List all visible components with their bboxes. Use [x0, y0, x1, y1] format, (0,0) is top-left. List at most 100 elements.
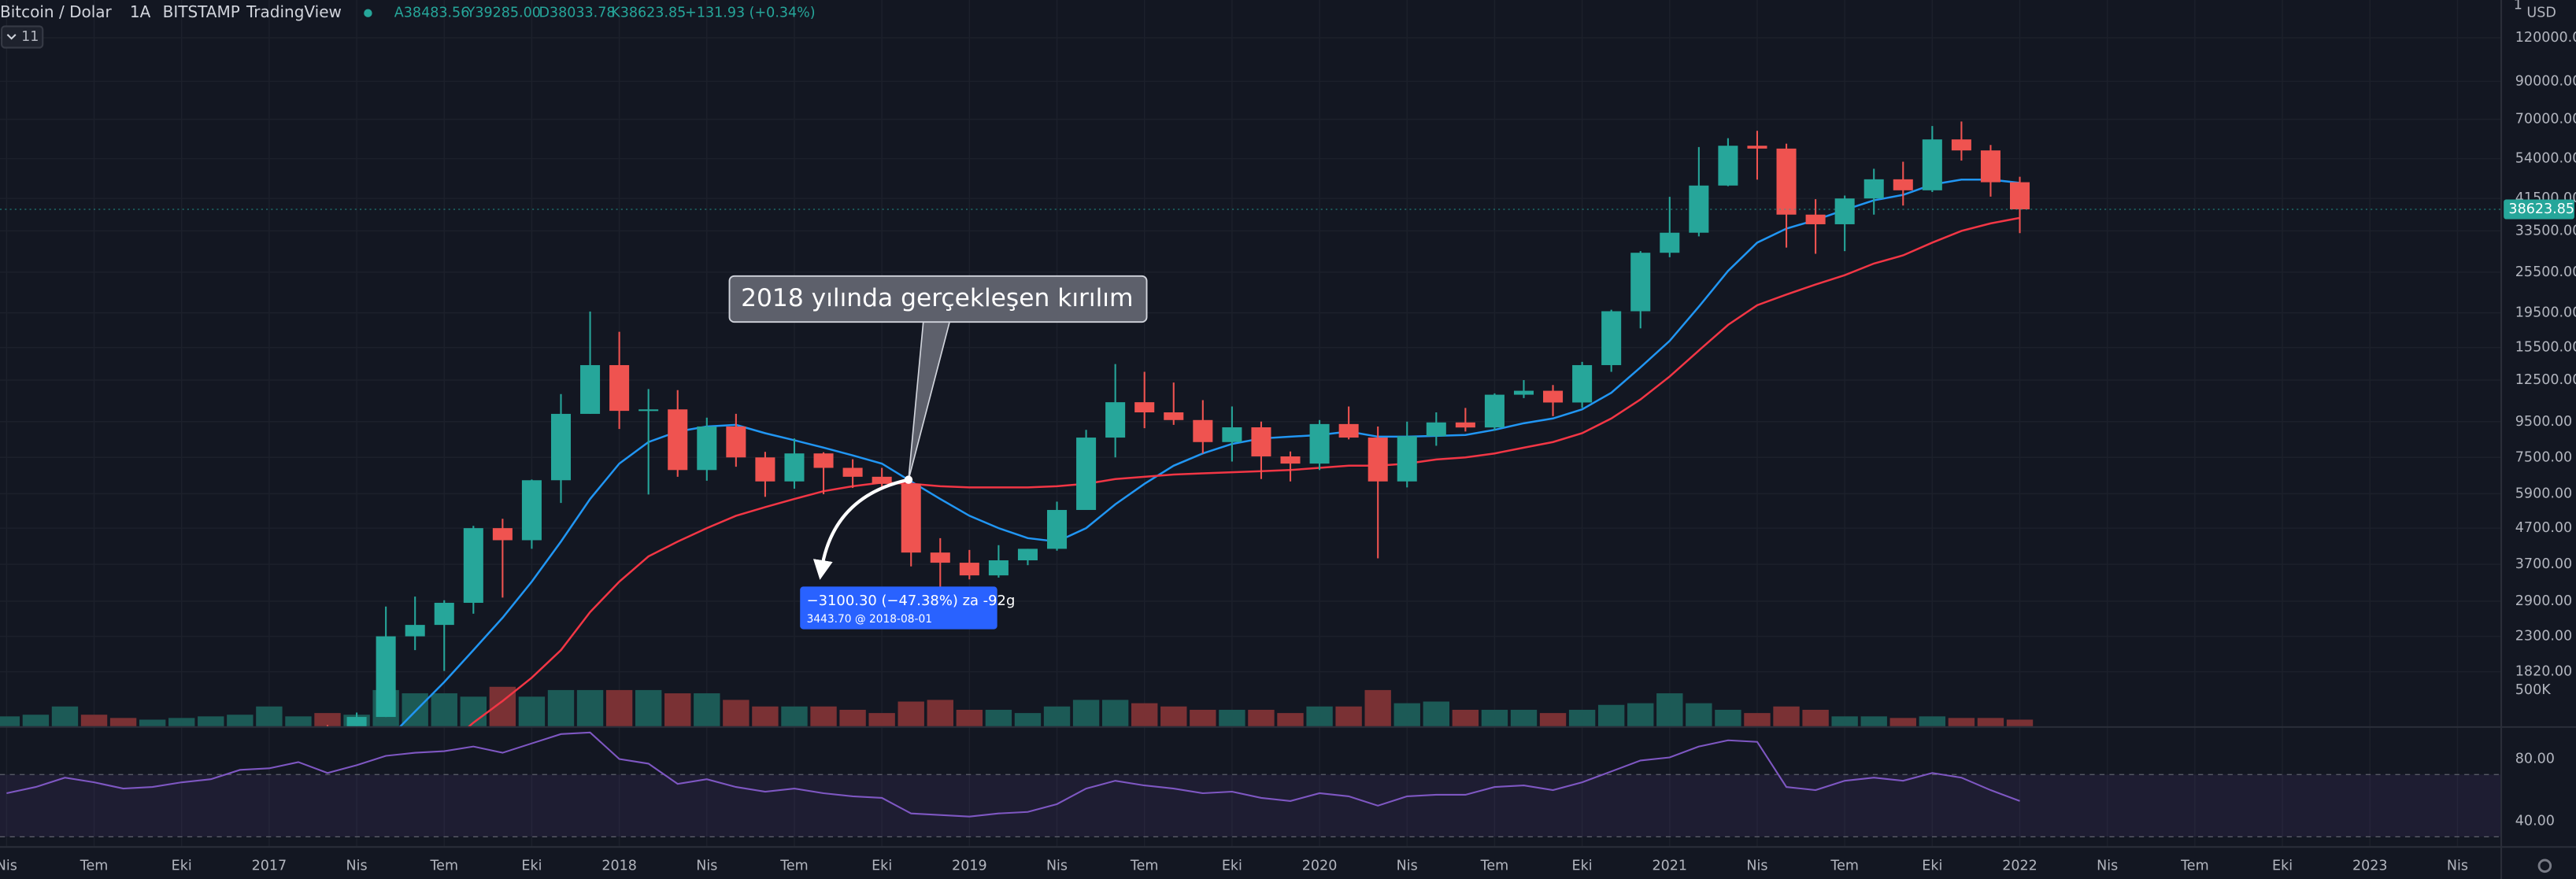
- candle-body: [1660, 232, 1680, 253]
- x-tick-label: Nis: [346, 858, 368, 873]
- candle-body: [842, 467, 863, 477]
- candle-body: [930, 552, 950, 563]
- volume-bar: [1248, 709, 1275, 726]
- x-tick-label: Eki: [872, 858, 892, 873]
- candle-body: [521, 480, 542, 541]
- x-tick-label: 2020: [1302, 858, 1338, 873]
- candle-body: [697, 426, 717, 471]
- x-tick-label: Tem: [429, 858, 458, 873]
- volume-bar: [460, 696, 487, 726]
- y-tick-label: 33500.00: [2515, 223, 2576, 238]
- symbol[interactable]: Bitcoin / Dolar: [0, 2, 113, 21]
- x-tick-label: Tem: [80, 858, 109, 873]
- candle-body: [346, 717, 367, 726]
- volume-bar: [2006, 719, 2034, 726]
- candle-body: [959, 563, 979, 576]
- candle-body: [1718, 146, 1738, 186]
- volume-bar: [1919, 716, 1946, 726]
- candle-body: [1484, 394, 1505, 428]
- scale-mode[interactable]: 1: [2514, 0, 2522, 13]
- volume-tick-label: 500K: [2515, 682, 2551, 698]
- volume-pane: [0, 686, 2034, 726]
- volume-bar: [1568, 709, 1596, 726]
- volume-bar: [1306, 706, 1333, 726]
- volume-bar: [1014, 713, 1042, 726]
- indicator-count: 11: [21, 29, 39, 45]
- volume-bar: [1277, 713, 1304, 726]
- y-tick-label: 70000.00: [2515, 112, 2576, 127]
- x-tick-label: 2021: [1653, 858, 1688, 873]
- candle-body: [638, 409, 659, 412]
- volume-bar: [1948, 718, 1975, 726]
- ohlc-low: D38033.78: [539, 6, 615, 21]
- volume-bar: [576, 689, 604, 726]
- volume-bar: [898, 701, 924, 726]
- candle-body: [1193, 419, 1213, 442]
- rsi-pane: [0, 731, 2501, 838]
- volume-bar: [139, 719, 166, 726]
- currency[interactable]: USD: [2526, 6, 2556, 21]
- candle-body: [1105, 402, 1126, 438]
- x-tick-label: Eki: [2272, 858, 2293, 873]
- candle-body: [580, 364, 601, 414]
- x-tick-label: Nis: [2447, 858, 2468, 873]
- rsi-tick-label: 40.00: [2515, 814, 2555, 829]
- candle-body: [1893, 179, 1913, 190]
- candle-body: [1251, 427, 1271, 456]
- candle-body: [1368, 438, 1388, 482]
- volume-bar: [635, 689, 662, 726]
- x-tick-label: 2017: [252, 858, 287, 873]
- x-tick-label: 2019: [952, 858, 987, 873]
- moving-average: [399, 179, 2020, 726]
- candle-body: [1513, 390, 1534, 395]
- indicator-toggle[interactable]: [1, 25, 44, 49]
- volume-bar: [314, 713, 341, 726]
- y-tick-label: 120000.00: [2515, 30, 2576, 46]
- annotations: 2018 yılında gerçekleşen kırılım −3100.3…: [728, 275, 1148, 630]
- y-tick-label: 3700.00: [2515, 556, 2572, 572]
- x-tick-label: Eki: [1572, 858, 1593, 873]
- candle-body: [1980, 150, 2000, 183]
- last-price-badge: [2504, 199, 2574, 220]
- volume-bar: [1364, 689, 1391, 726]
- volume-bar: [1452, 709, 1479, 726]
- x-tick-label: Tem: [2180, 858, 2209, 873]
- x-tick-label: Eki: [1222, 858, 1242, 873]
- moving-average: [468, 216, 2020, 726]
- settings-icon[interactable]: [2537, 859, 2552, 873]
- candle-body: [2009, 182, 2030, 210]
- candle-body: [550, 413, 572, 481]
- candle-body: [1805, 214, 1826, 224]
- callout-box[interactable]: [728, 275, 1148, 323]
- volume-bar: [227, 715, 254, 726]
- volume-bar: [80, 715, 108, 726]
- x-tick-label: Eki: [172, 858, 192, 873]
- candle-body: [609, 364, 630, 412]
- ohlc-high: Y39285.00: [466, 6, 541, 21]
- x-tick-label: Nis: [1746, 858, 1767, 873]
- candle-body: [1455, 422, 1475, 428]
- candle-body: [872, 476, 892, 484]
- volume-bar: [1043, 706, 1071, 726]
- candle-body: [1222, 427, 1242, 442]
- callout-text: 2018 yılında gerçekleşen kırılım: [741, 284, 1133, 312]
- candle-body: [1047, 510, 1068, 549]
- volume-bar: [198, 716, 224, 726]
- volume-bar: [694, 693, 720, 726]
- volume-bar: [1219, 709, 1245, 726]
- axes: 120000.0090000.0070000.0054000.0041500.0…: [0, 30, 2576, 873]
- candle-body: [988, 560, 1009, 576]
- y-tick-label: 54000.00: [2515, 151, 2576, 167]
- measure-anchor: [904, 475, 913, 484]
- volume-bar: [752, 706, 779, 726]
- candle-body: [1922, 139, 1942, 190]
- volume-bar: [547, 689, 575, 726]
- x-tick-label: 2018: [601, 858, 637, 873]
- x-tick-label: Tem: [1480, 858, 1509, 873]
- volume-bar: [285, 716, 312, 726]
- x-tick-label: 2023: [2352, 858, 2388, 873]
- measure-line2: 3443.70 @ 2018-08-01: [807, 613, 932, 626]
- volume-bar: [1072, 700, 1100, 726]
